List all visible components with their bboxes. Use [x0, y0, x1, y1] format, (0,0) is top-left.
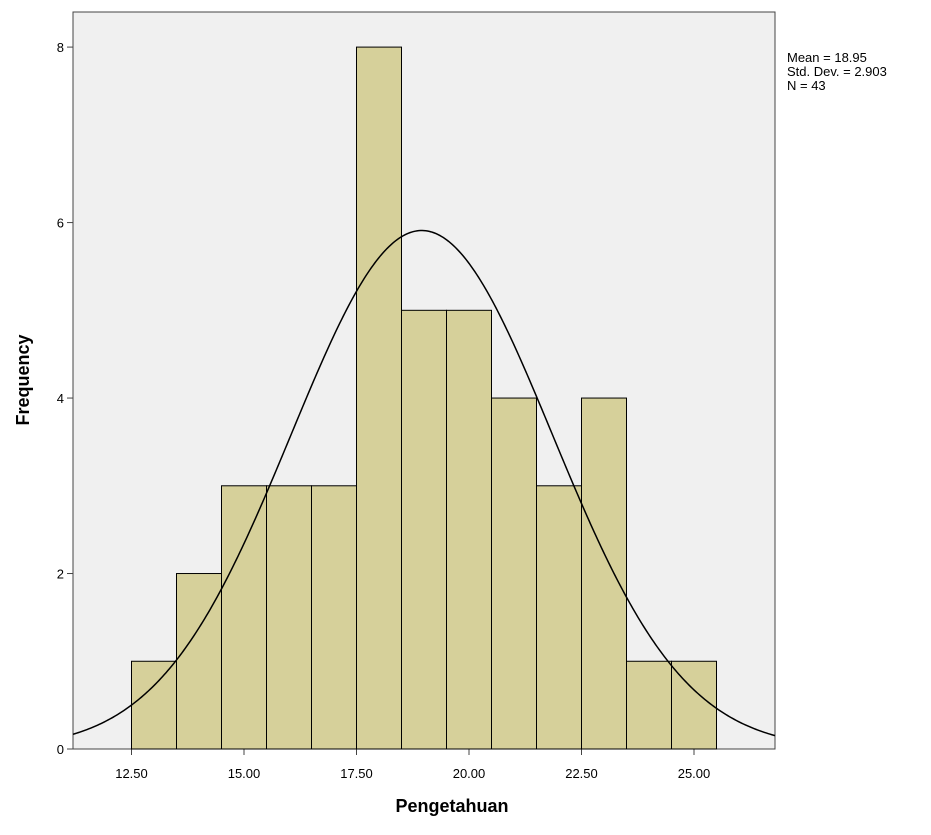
y-tick-label: 8: [57, 40, 64, 55]
y-tick-label: 6: [57, 216, 64, 231]
bar: [537, 486, 582, 749]
bar: [492, 398, 537, 749]
y-axis-title: Frequency: [13, 334, 33, 425]
stats-annotation: Std. Dev. = 2.903: [787, 64, 887, 79]
bar: [132, 661, 177, 749]
chart: Pengetahuan Frequency 0 2 4 6 8 12.50 15.00 17.…: [0, 0, 931, 830]
bar: [627, 661, 672, 749]
bar: [582, 398, 627, 749]
bar: [312, 486, 357, 749]
x-tick-label: 22.50: [565, 766, 598, 781]
stats-annotation: Mean = 18.95: [787, 50, 867, 65]
x-tick-label: 25.00: [678, 766, 711, 781]
y-tick-label: 2: [57, 567, 64, 582]
y-tick-label: 0: [57, 742, 64, 757]
x-tick-label: 17.50: [340, 766, 373, 781]
x-axis-title: Pengetahuan: [395, 796, 508, 816]
page: {"chart_data": {"type": "histogram", "x_…: [0, 0, 931, 835]
x-tick-label: 15.00: [228, 766, 261, 781]
y-tick-label: 4: [57, 391, 64, 406]
bar: [267, 486, 312, 749]
stats-annotation: N = 43: [787, 78, 826, 93]
bar: [402, 310, 447, 749]
x-tick-label: 12.50: [115, 766, 148, 781]
x-tick-label: 20.00: [453, 766, 486, 781]
bar: [357, 47, 402, 749]
bar: [222, 486, 267, 749]
bar: [447, 310, 492, 749]
